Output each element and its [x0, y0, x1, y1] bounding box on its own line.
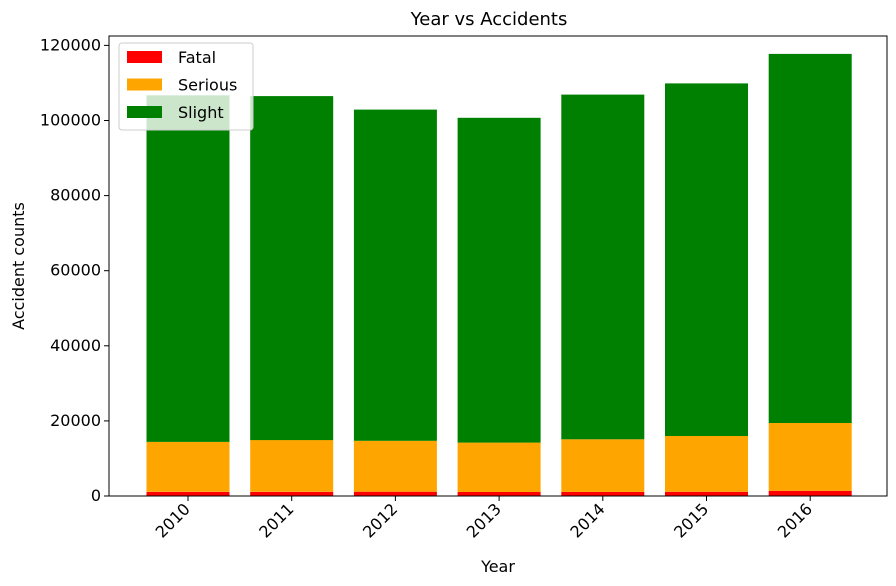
bar-slight-2013 — [457, 117, 541, 443]
legend-label-slight: Slight — [178, 103, 224, 122]
y-tick-label: 100000 — [40, 110, 101, 129]
bars-group — [146, 53, 852, 496]
bar-serious-2014 — [561, 439, 645, 492]
bar-slight-2016 — [768, 53, 852, 424]
legend-swatch-fatal — [127, 51, 162, 63]
legend-label-serious: Serious — [178, 76, 237, 95]
bar-fatal-2016 — [768, 490, 852, 496]
x-tick-label: 2014 — [566, 499, 608, 541]
y-tick-label: 60000 — [50, 261, 101, 280]
bar-slight-2015 — [665, 83, 748, 437]
bar-slight-2014 — [561, 94, 645, 440]
x-tick-label: 2015 — [670, 499, 712, 541]
x-axis-label: Year — [480, 557, 515, 576]
y-tick-label: 0 — [91, 486, 101, 505]
x-tick-label: 2012 — [359, 499, 401, 541]
bar-slight-2011 — [250, 96, 334, 441]
x-tick-label: 2013 — [463, 499, 505, 541]
plot-frame — [108, 35, 888, 497]
bar-serious-2010 — [146, 441, 230, 492]
bar-serious-2012 — [353, 440, 437, 492]
legend-label-fatal: Fatal — [178, 48, 216, 67]
legend: Fatal Serious Slight — [118, 42, 254, 131]
chart-title: Year vs Accidents — [410, 9, 568, 30]
x-axis: 2010 2011 2012 2013 2014 2015 2016 — [152, 496, 816, 542]
bar-serious-2011 — [250, 440, 334, 492]
x-tick-label: 2011 — [255, 499, 297, 541]
x-tick-label: 2016 — [774, 499, 816, 541]
y-tick-label: 20000 — [50, 411, 101, 430]
bar-serious-2013 — [457, 442, 541, 492]
bar-fatal-2010 — [146, 491, 230, 496]
y-tick-label: 40000 — [50, 336, 101, 355]
bar-serious-2015 — [665, 436, 748, 492]
bar-slight-2010 — [146, 95, 230, 442]
bar-fatal-2015 — [665, 491, 748, 496]
bar-fatal-2012 — [353, 491, 437, 496]
bar-fatal-2013 — [457, 492, 541, 496]
bar-fatal-2011 — [250, 491, 334, 496]
legend-swatch-slight — [127, 106, 162, 118]
bar-fatal-2014 — [561, 491, 645, 496]
y-tick-label: 80000 — [50, 186, 101, 205]
bar-slight-2012 — [353, 109, 437, 441]
bar-serious-2016 — [768, 423, 852, 491]
y-axis-label: Accident counts — [9, 202, 28, 330]
y-axis: 0 20000 40000 60000 80000 100000 120000 — [40, 35, 109, 505]
legend-swatch-serious — [127, 78, 162, 91]
x-tick-label: 2010 — [152, 499, 194, 541]
y-tick-label: 120000 — [40, 35, 101, 54]
